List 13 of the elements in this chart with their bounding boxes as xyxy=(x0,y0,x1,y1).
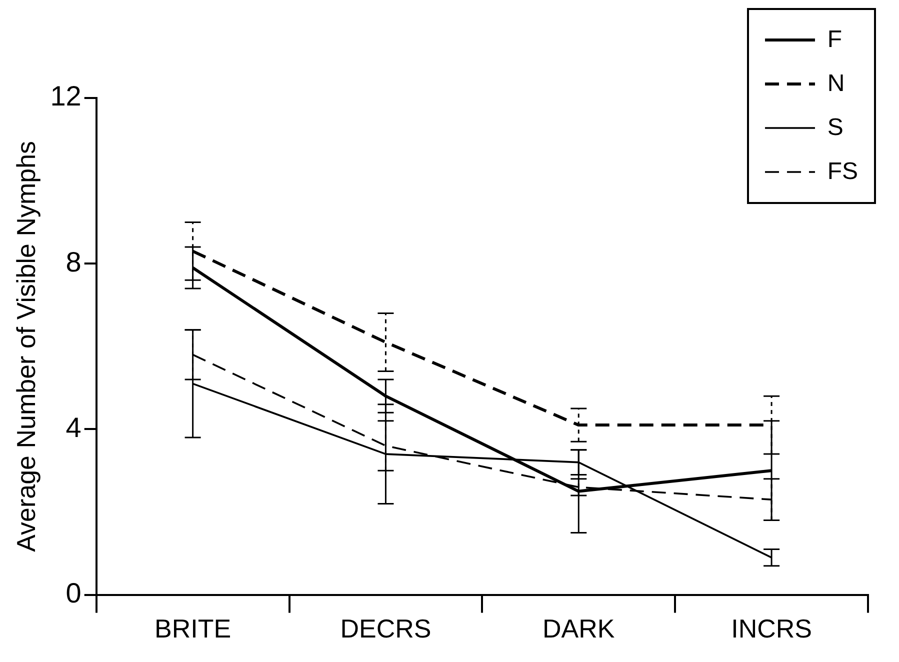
y-tick-label: 0 xyxy=(66,578,82,609)
x-tick-label: DECRS xyxy=(340,614,432,644)
legend-label: N xyxy=(827,70,845,98)
legend-label: F xyxy=(827,26,842,54)
y-tick-label: 4 xyxy=(66,412,82,443)
legend-label: FS xyxy=(827,158,858,186)
y-tick-label: 8 xyxy=(66,246,82,278)
x-tick-label: INCRS xyxy=(731,614,812,644)
y-axis-title: Average Number of Visible Nymphs xyxy=(10,140,41,552)
y-tick-label: 12 xyxy=(50,80,82,112)
x-tick-label: DARK xyxy=(542,614,616,644)
legend-label: S xyxy=(827,114,844,142)
x-tick-label: BRITE xyxy=(154,614,232,644)
